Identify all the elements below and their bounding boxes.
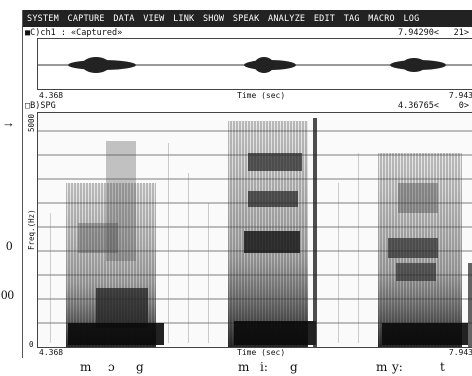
analysis-window: SYSTEM CAPTURE DATA VIEW LINK SHOW SPEAK… — [22, 10, 472, 358]
menu-speak[interactable]: SPEAK — [232, 13, 260, 24]
phone-label: m — [238, 360, 250, 374]
phone-label: m — [80, 360, 92, 374]
spectrogram-display[interactable] — [37, 112, 472, 348]
waveform-x-start: 4.368 — [39, 91, 64, 100]
menu-log[interactable]: LOG — [403, 13, 420, 24]
menu-view[interactable]: VIEW — [143, 13, 165, 24]
phone-label: i: — [260, 360, 268, 374]
spectrogram-x-start: 4.368 — [39, 348, 64, 357]
phone-label: y: — [392, 360, 403, 374]
slide-arrow-fragment: → — [2, 115, 15, 130]
spectrogram-image — [38, 118, 472, 347]
phone-label: ɔ — [108, 360, 115, 374]
menu-data[interactable]: DATA — [113, 13, 135, 24]
menu-link[interactable]: LINK — [173, 13, 195, 24]
waveform-count: 21> — [453, 28, 469, 38]
waveform-display[interactable] — [37, 38, 472, 90]
spectrogram-y-label: Freq.(Hz) — [27, 209, 36, 250]
waveform-cursor-value: 7.94290< — [398, 28, 439, 38]
menu-tag[interactable]: TAG — [343, 13, 360, 24]
menu-system[interactable]: SYSTEM — [27, 13, 59, 24]
menu-capture[interactable]: CAPTURE — [67, 13, 105, 24]
menu-bar: SYSTEM CAPTURE DATA VIEW LINK SHOW SPEAK… — [23, 10, 472, 27]
menu-analyze[interactable]: ANALYZE — [268, 13, 306, 24]
slide-number-fragment: 00 — [1, 287, 14, 302]
waveform-time-axis: 4.368 Time (sec) 7.943 — [37, 91, 472, 100]
menu-show[interactable]: SHOW — [202, 13, 225, 24]
phone-label: m — [376, 360, 388, 374]
spectrogram-time-axis: 4.368 Time (sec) 7.943 — [37, 348, 472, 357]
phone-label: g — [136, 360, 144, 374]
menu-macro[interactable]: MACRO — [368, 13, 395, 24]
slide-number-fragment: 0 — [6, 238, 13, 253]
spectrogram-pane-label[interactable]: □B)SPG — [25, 101, 56, 111]
waveform-pane-label[interactable]: ■C)ch1 : «Captured» — [25, 28, 123, 38]
spectrogram-count: 0> — [458, 101, 469, 111]
waveform-x-end: 7.943 — [448, 91, 472, 100]
spectrogram-x-label: Time (sec) — [237, 348, 286, 357]
spectrogram-y-min: 0 — [29, 340, 34, 349]
phone-label: g — [290, 360, 298, 374]
waveform-trace — [38, 57, 472, 73]
menu-edit[interactable]: EDIT — [313, 13, 336, 24]
phonetic-transcription: m ɔ g m i: g m y: t — [0, 360, 472, 376]
spectrogram-x-end: 7.943 — [448, 348, 472, 357]
waveform-x-label: Time (sec) — [237, 91, 286, 100]
spectrogram-cursor-value: 4.36765< — [398, 101, 439, 111]
spectrogram-pane-header: □B)SPG 4.36765< 0> — [23, 101, 472, 111]
waveform-pane-header: ■C)ch1 : «Captured» 7.94290< 21> — [23, 28, 472, 38]
spectrogram-y-max: 5000 — [27, 113, 36, 132]
phone-label: t — [440, 360, 445, 374]
